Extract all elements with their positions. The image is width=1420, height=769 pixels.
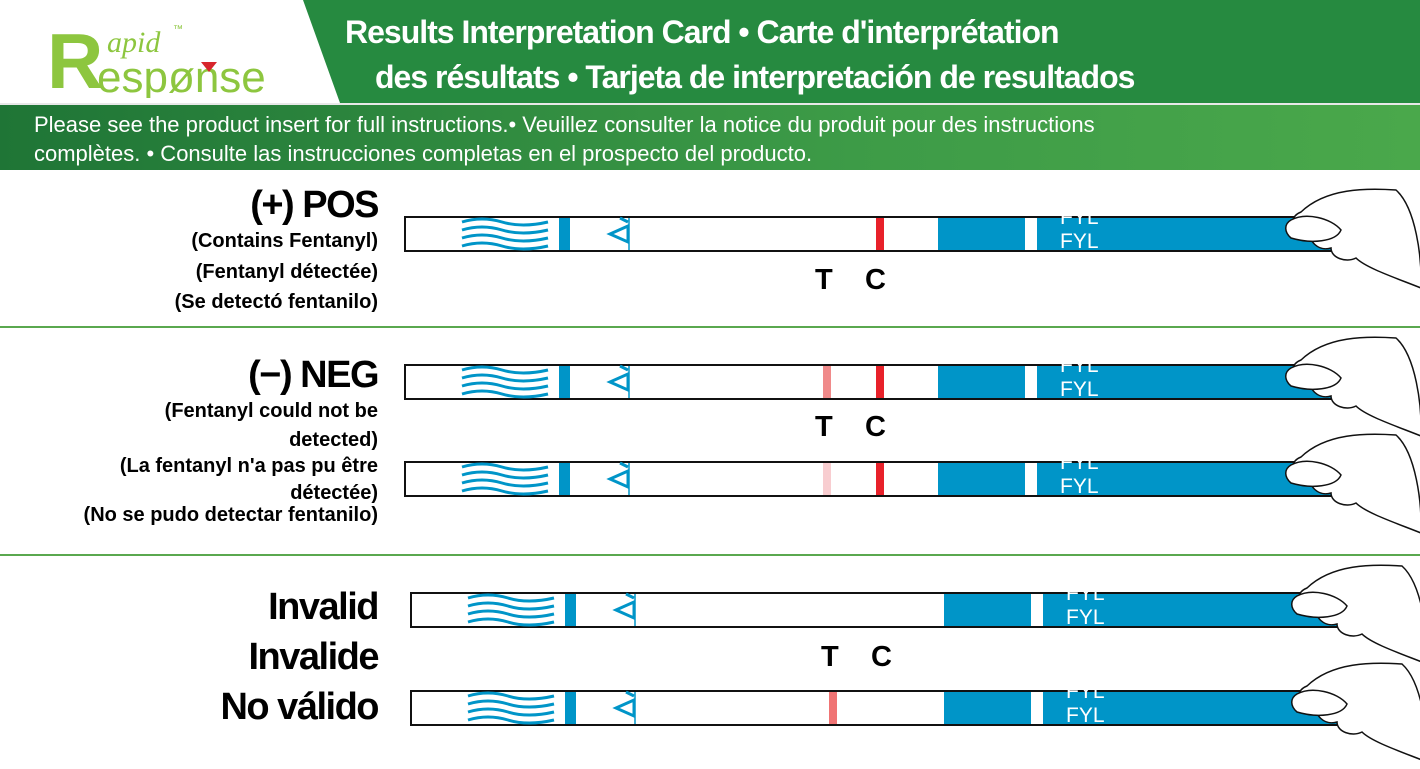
sample-pad-bar: [559, 218, 570, 250]
control-line: [876, 218, 884, 250]
test-line-label: T: [815, 264, 833, 296]
wave-icon: [461, 217, 549, 251]
strip-graphic: FYL FYL: [467, 564, 1420, 663]
sample-pad-bar: [565, 594, 576, 626]
rapid-response-logo: R apid ™ espønse: [47, 18, 266, 98]
strip-label: FYL: [1060, 230, 1099, 253]
positive-desc-es: (Se detectó fentanilo): [174, 291, 378, 313]
strip-graphic: FYL FYL: [461, 433, 1420, 534]
test-line: [823, 463, 831, 495]
control-line: [876, 463, 884, 495]
arrow-icon: [612, 690, 636, 719]
wave-icon: [461, 365, 549, 399]
strip-label: FYL: [1060, 206, 1099, 229]
test-strip: FYL FYL: [410, 564, 1420, 663]
arrow-icon: [606, 461, 630, 490]
strip-blue-block: [944, 692, 1031, 724]
section-divider: [0, 554, 1420, 556]
strip-label: FYL: [1066, 582, 1105, 605]
positive-desc-en: (Contains Fentanyl): [191, 230, 378, 252]
test-line-label: T: [821, 641, 839, 673]
wave-icon: [461, 462, 549, 496]
negative-heading: (−) NEG: [248, 354, 379, 396]
invalid-heading-fr: Invalide: [248, 636, 380, 678]
control-line: [876, 366, 884, 398]
sample-pad-bar: [559, 463, 570, 495]
control-line-label: C: [871, 641, 892, 673]
negative-desc: (Fentanyl could not be: [164, 400, 378, 422]
svg-text:espønse: espønse: [97, 53, 266, 98]
strip-blue-block: [938, 218, 1025, 250]
test-line: [829, 692, 837, 724]
test-line: [823, 366, 831, 398]
strip-blue-block: [944, 594, 1031, 626]
negative-desc: (La fentanyl n'a pas pu être: [119, 455, 378, 477]
negative-desc: (No se pudo detectar fentanilo): [83, 504, 378, 526]
page-title-line1: Results Interpretation Card • Carte d'in…: [345, 14, 1060, 50]
header-banner: [303, 0, 1420, 103]
hand-icon: [1285, 188, 1420, 289]
hand-icon: [1291, 564, 1420, 663]
instructions-band: [0, 103, 1420, 170]
strip-graphic: FYL FYL: [467, 662, 1420, 761]
control-line-label: C: [865, 411, 886, 443]
hand-icon: [1285, 336, 1420, 437]
invalid-heading-es: No válido: [220, 686, 379, 728]
instructions-line1: Please see the product insert for full i…: [34, 112, 1095, 137]
instructions-line2: complètes. • Consulte las instrucciones …: [34, 141, 813, 166]
arrow-icon: [606, 364, 630, 393]
strip-blue-block: [938, 463, 1025, 495]
strip-label: FYL: [1060, 378, 1099, 401]
wave-icon: [467, 593, 555, 627]
test-line-label: T: [815, 411, 833, 443]
positive-heading: (+) POS: [250, 184, 379, 226]
wave-icon: [467, 691, 555, 725]
test-strip: FYL FYL: [404, 336, 1420, 437]
negative-desc: détectée): [290, 482, 378, 504]
page-title-line2: des résultats • Tarjeta de interpretació…: [375, 59, 1135, 95]
strip-label: FYL: [1060, 451, 1099, 474]
positive-desc-fr: (Fentanyl détectée): [195, 261, 378, 283]
svg-text:apid: apid: [107, 26, 161, 59]
strip-label: FYL: [1060, 475, 1099, 498]
control-line-label: C: [865, 264, 886, 296]
strip-label: FYL: [1066, 680, 1105, 703]
strip-graphic: FYL FYL: [461, 188, 1420, 289]
arrow-icon: [606, 216, 630, 245]
sample-pad-bar: [565, 692, 576, 724]
section-divider: [0, 326, 1420, 328]
strip-graphic: FYL FYL: [461, 336, 1420, 437]
strip-label: FYL: [1066, 606, 1105, 629]
sample-pad-bar: [559, 366, 570, 398]
hand-icon: [1285, 433, 1420, 534]
hand-icon: [1291, 662, 1420, 761]
invalid-heading-en: Invalid: [268, 586, 379, 628]
strip-blue-block: [938, 366, 1025, 398]
arrow-icon: [612, 592, 636, 621]
negative-desc: detected): [289, 429, 378, 451]
strip-label: FYL: [1066, 704, 1105, 727]
test-strip: FYL FYL: [410, 662, 1420, 761]
svg-text:™: ™: [173, 24, 183, 35]
test-strip: FYL FYL: [404, 188, 1420, 289]
strip-label: FYL: [1060, 354, 1099, 377]
svg-text:R: R: [47, 18, 103, 98]
test-strip: FYL FYL: [404, 433, 1420, 534]
